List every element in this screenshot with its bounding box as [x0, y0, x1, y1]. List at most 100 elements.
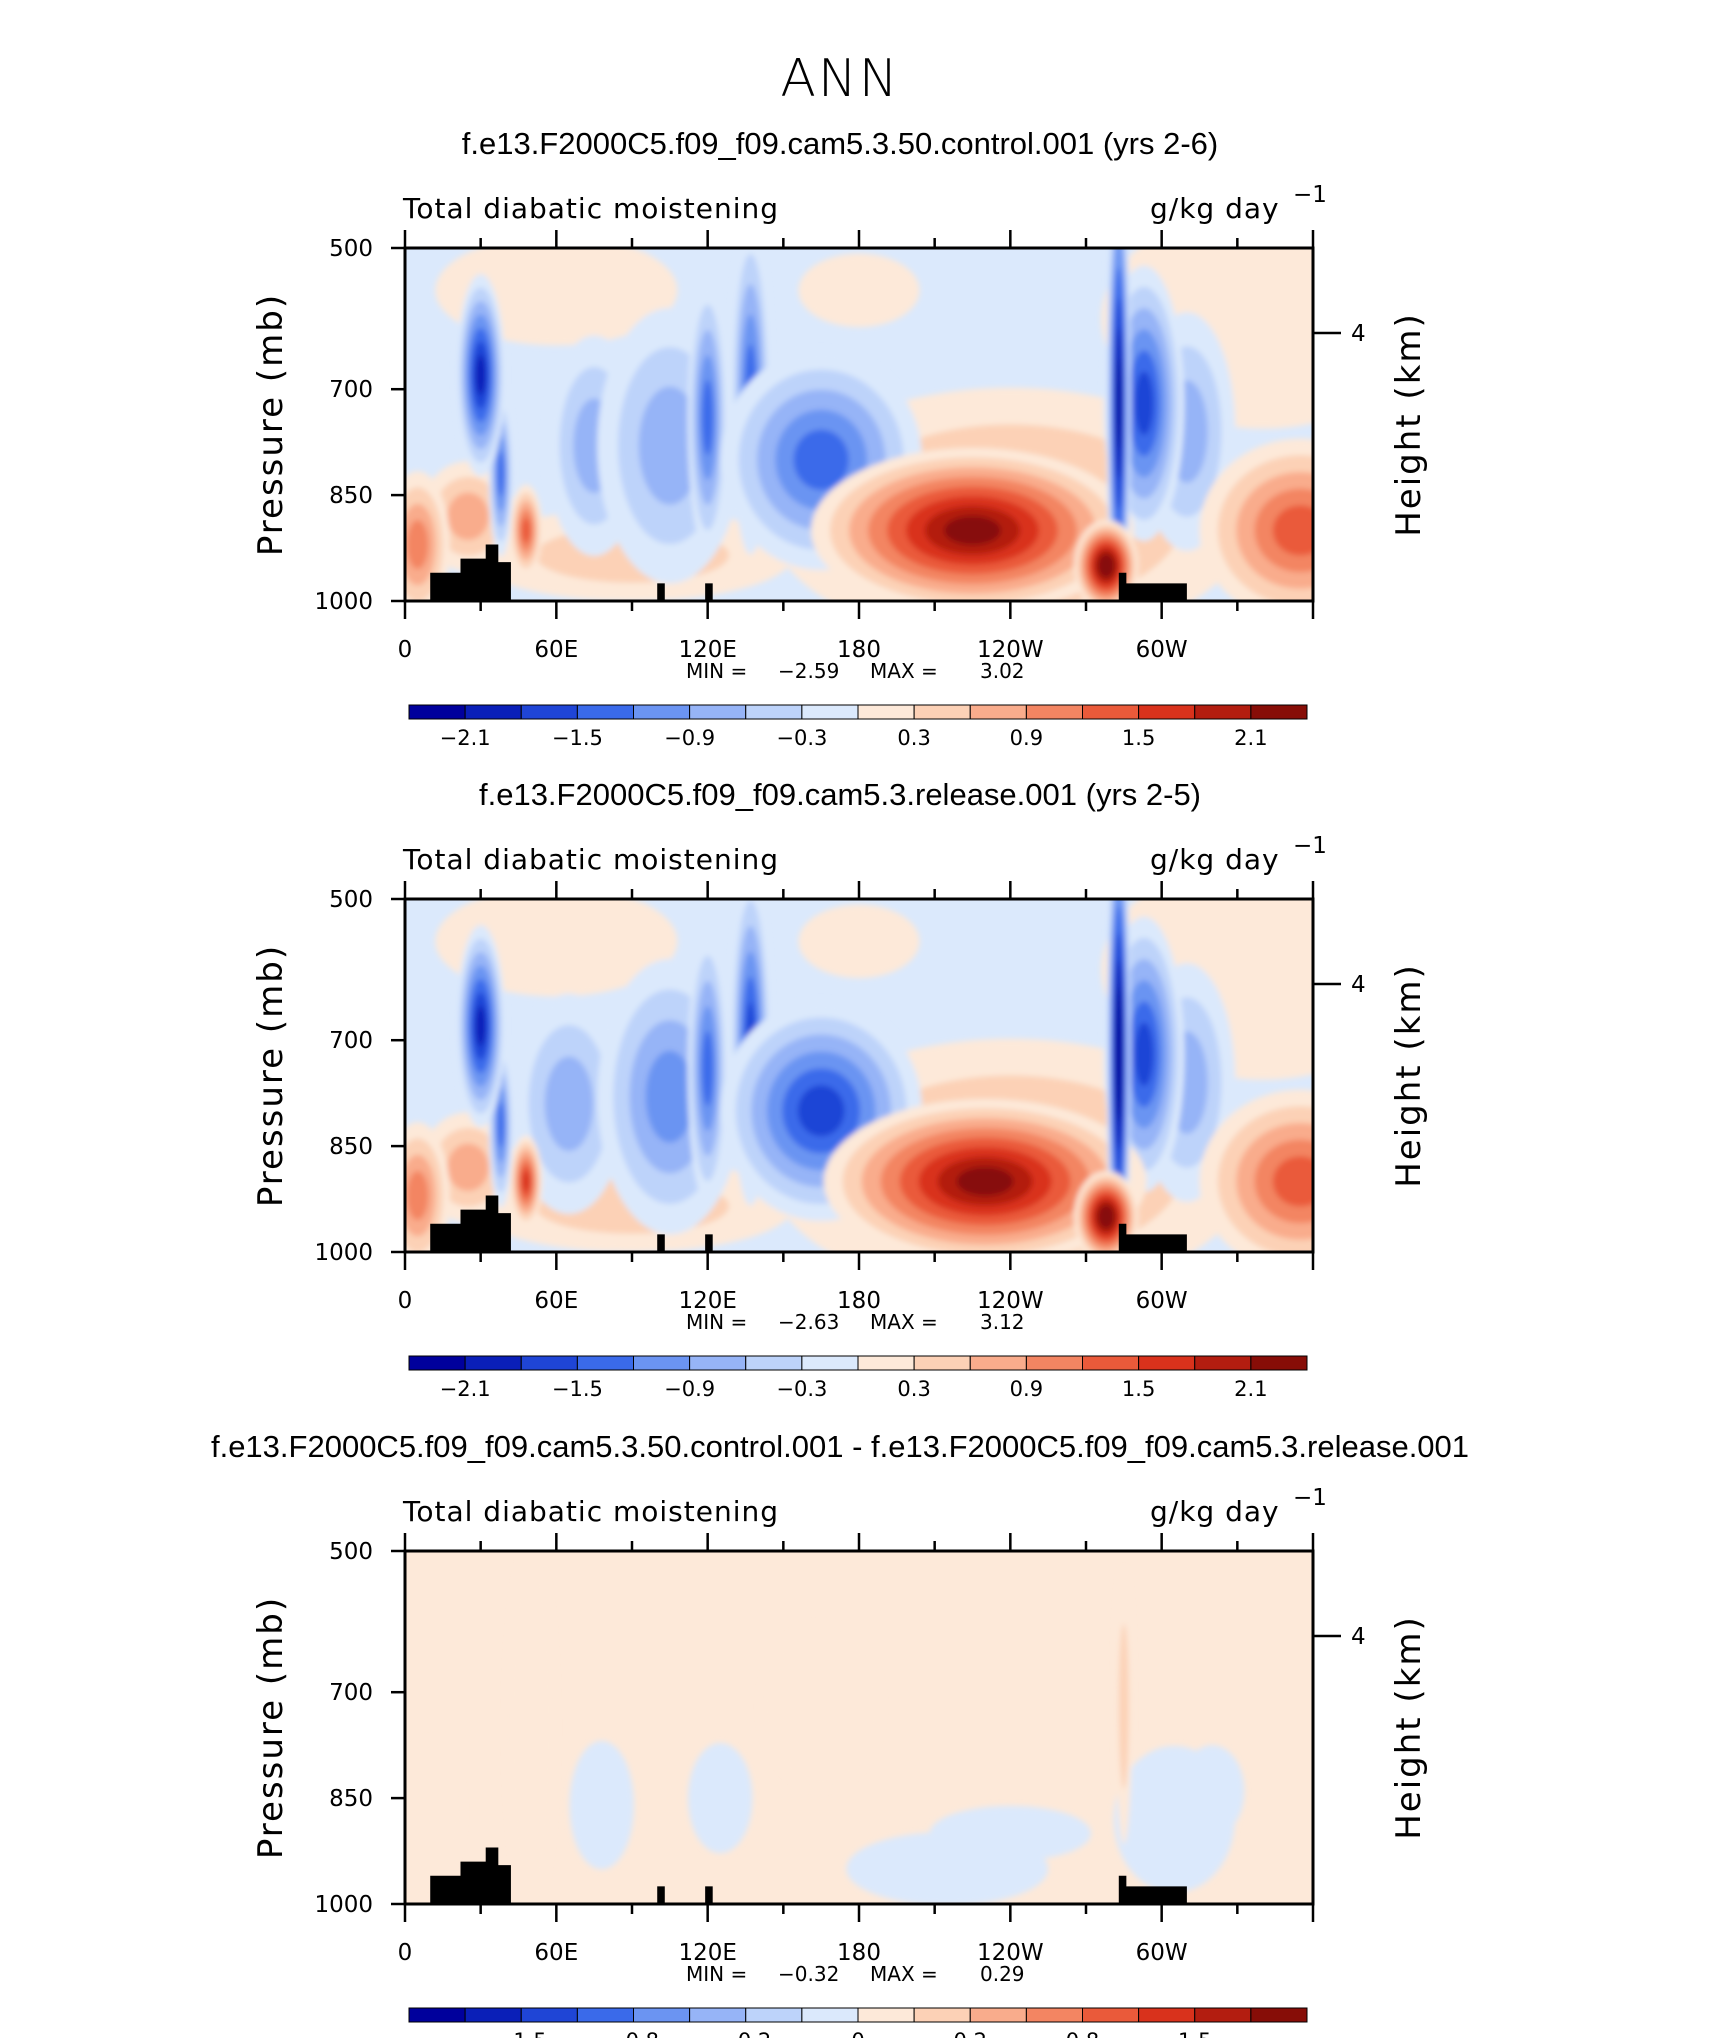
contour-field	[405, 899, 1313, 1252]
colorbar-label: −0.3	[776, 1377, 827, 1401]
colorbar-swatch	[1082, 704, 1140, 720]
contour-band	[638, 386, 701, 505]
colorbar-label: −1.5	[552, 726, 603, 750]
colorbar-swatch	[857, 1355, 915, 1371]
min-label: MIN =	[686, 1310, 747, 1334]
colorbar-label: −2.1	[440, 1377, 491, 1401]
land-mask	[657, 1886, 665, 1904]
plot-area	[405, 248, 1313, 601]
contour-band	[475, 354, 486, 396]
colorbar-label: 1.5	[1122, 1377, 1155, 1401]
colorbar-swatch	[969, 2007, 1027, 2023]
colorbar-swatch	[633, 2007, 691, 2023]
y-tick-label: 700	[329, 1680, 373, 1706]
colorbar-swatch	[633, 1355, 691, 1371]
colorbar-label: −0.3	[776, 726, 827, 750]
colorbar-swatch	[913, 704, 971, 720]
x-tick-label: 0	[398, 1288, 413, 1314]
units-exponent: −1	[1293, 182, 1327, 208]
colorbar-swatch	[969, 1355, 1027, 1371]
colorbar-label: −2.1	[440, 726, 491, 750]
contour-band	[1272, 1156, 1313, 1207]
colorbar-swatch	[689, 704, 747, 720]
colorbar-swatch	[464, 2007, 522, 2023]
units-label: g/kg day	[1150, 192, 1280, 225]
contour-band	[1272, 505, 1313, 556]
colorbar-swatch	[745, 2007, 803, 2023]
colorbar-label: 0.3	[897, 726, 930, 750]
contour-band	[798, 904, 920, 979]
land-mask	[705, 1234, 713, 1252]
contour-band	[1101, 1209, 1112, 1224]
colorbar-swatch	[1250, 1355, 1308, 1371]
colorbar-swatch	[408, 704, 466, 720]
y-axis-label: Pressure (mb)	[251, 293, 291, 556]
y-tick-label: 850	[329, 1786, 373, 1812]
x-tick-label: 60W	[1136, 637, 1188, 663]
y-axis-label-right: Height (km)	[1389, 963, 1429, 1188]
y-tick-label: 1000	[314, 589, 373, 615]
colorbar-swatch	[520, 1355, 578, 1371]
colorbar-swatch	[913, 2007, 971, 2023]
colorbar-label: 0.9	[1010, 726, 1043, 750]
contour-band	[406, 520, 429, 569]
colorbar-swatch	[801, 704, 859, 720]
colorbar-label: 0.3	[897, 1377, 930, 1401]
variable-label: Total diabatic moistening	[402, 843, 779, 876]
contour-band	[497, 1102, 505, 1148]
contour-band	[944, 515, 1001, 545]
colorbar-label: −0.8	[608, 2029, 659, 2038]
contour-field	[405, 1551, 1245, 1904]
colorbar-swatch	[1194, 704, 1252, 720]
y-tick-label: 850	[329, 483, 373, 509]
colorbar-swatch	[1025, 2007, 1083, 2023]
contour-band	[702, 379, 714, 455]
topography	[430, 1847, 1187, 1904]
contour-band	[846, 1831, 1049, 1904]
panel-title: f.e13.F2000C5.f09_f09.cam5.3.release.001…	[479, 777, 1201, 812]
y-tick-label: 700	[329, 377, 373, 403]
contour-band	[1179, 1745, 1245, 1837]
colorbar-label: 1.5	[1178, 2029, 1211, 2038]
colorbar-label: 0.8	[1066, 2029, 1099, 2038]
colorbar-label: 2.1	[1234, 726, 1267, 750]
max-value: 3.12	[980, 1310, 1025, 1334]
colorbar-swatch	[520, 704, 578, 720]
colorbar-swatch	[913, 1355, 971, 1371]
min-value: −0.32	[778, 1962, 839, 1986]
colorbar-label: −0.2	[720, 2029, 771, 2038]
contour-band	[956, 1166, 1014, 1196]
plot-area	[405, 1551, 1313, 1904]
panel-title: f.e13.F2000C5.f09_f09.cam5.3.50.control.…	[462, 126, 1219, 161]
x-tick-label: 180	[837, 1288, 881, 1314]
panel-3: f.e13.F2000C5.f09_f09.cam5.3.50.control.…	[211, 1429, 1469, 2038]
colorbar-label: 0.9	[1010, 1377, 1043, 1401]
contour-band	[447, 492, 489, 540]
colorbar-label: 2.1	[1234, 1377, 1267, 1401]
variable-label: Total diabatic moistening	[402, 192, 779, 225]
colorbar-label: 0.2	[954, 2029, 987, 2038]
contour-band	[798, 253, 920, 328]
units-label: g/kg day	[1150, 1495, 1280, 1528]
contour-band	[687, 1743, 753, 1854]
contour-band	[569, 1740, 635, 1870]
units-label: g/kg day	[1150, 843, 1280, 876]
contour-band	[1116, 357, 1121, 449]
x-tick-label: 0	[398, 1940, 413, 1966]
y-tick-label: 1000	[314, 1892, 373, 1918]
colorbar-label: −1.5	[496, 2029, 547, 2038]
y-tick-label: 850	[329, 1134, 373, 1160]
colorbar-swatch	[1194, 2007, 1252, 2023]
x-tick-label: 180	[837, 1940, 881, 1966]
x-tick-label: 120W	[977, 1940, 1044, 1966]
colorbar-swatch	[689, 2007, 747, 2023]
min-label: MIN =	[686, 1962, 747, 1986]
colorbar-swatch	[520, 2007, 578, 2023]
land-mask	[1118, 1223, 1187, 1252]
colorbar-swatch	[857, 2007, 915, 2023]
y-axis-label-right: Height (km)	[1389, 312, 1429, 537]
right-tick-label: 4	[1351, 321, 1366, 347]
right-tick-label: 4	[1351, 1624, 1366, 1650]
topography	[430, 1195, 1187, 1252]
